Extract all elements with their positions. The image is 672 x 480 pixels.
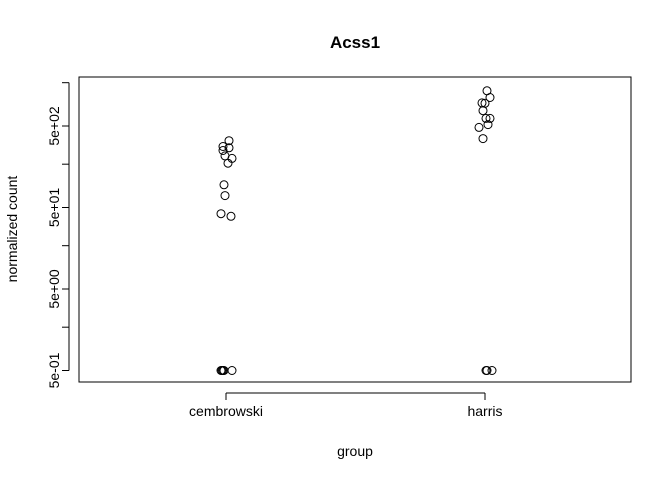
data-point <box>478 134 488 144</box>
data-point <box>227 366 237 375</box>
x-axis-label: group <box>337 443 373 459</box>
data-point <box>485 113 495 123</box>
data-point <box>219 180 229 190</box>
data-point <box>474 122 484 132</box>
data-point <box>477 98 487 108</box>
y-tick-label: 5e-01 <box>46 352 62 388</box>
data-point <box>481 113 491 123</box>
y-tick-label: 5e+01 <box>46 188 62 228</box>
data-point <box>218 146 228 155</box>
data-point <box>482 86 492 96</box>
plot-frame <box>78 76 632 383</box>
y-tick-label: 5e+02 <box>46 106 62 146</box>
data-point <box>216 209 226 219</box>
data-point <box>218 142 228 151</box>
data-point <box>478 106 488 116</box>
y-axis-label: normalized count <box>4 176 20 283</box>
chart-title: Acss1 <box>330 33 380 52</box>
y-axis: 5e-01 5e+00 5e+01 5e+02 <box>46 82 70 388</box>
data-point <box>487 366 497 375</box>
data-point <box>226 211 236 221</box>
data-point <box>480 98 490 108</box>
data-point <box>483 120 493 130</box>
y-tick-label: 5e+00 <box>46 269 62 309</box>
x-tick-label: cembrowski <box>189 403 263 419</box>
data-point <box>220 191 230 201</box>
data-point <box>224 136 234 146</box>
x-axis: cembrowski harris <box>189 392 503 419</box>
x-tick-label: harris <box>467 403 502 419</box>
data-point <box>224 143 234 153</box>
data-point <box>482 366 492 375</box>
data-point <box>220 151 230 161</box>
data-points <box>216 86 497 375</box>
